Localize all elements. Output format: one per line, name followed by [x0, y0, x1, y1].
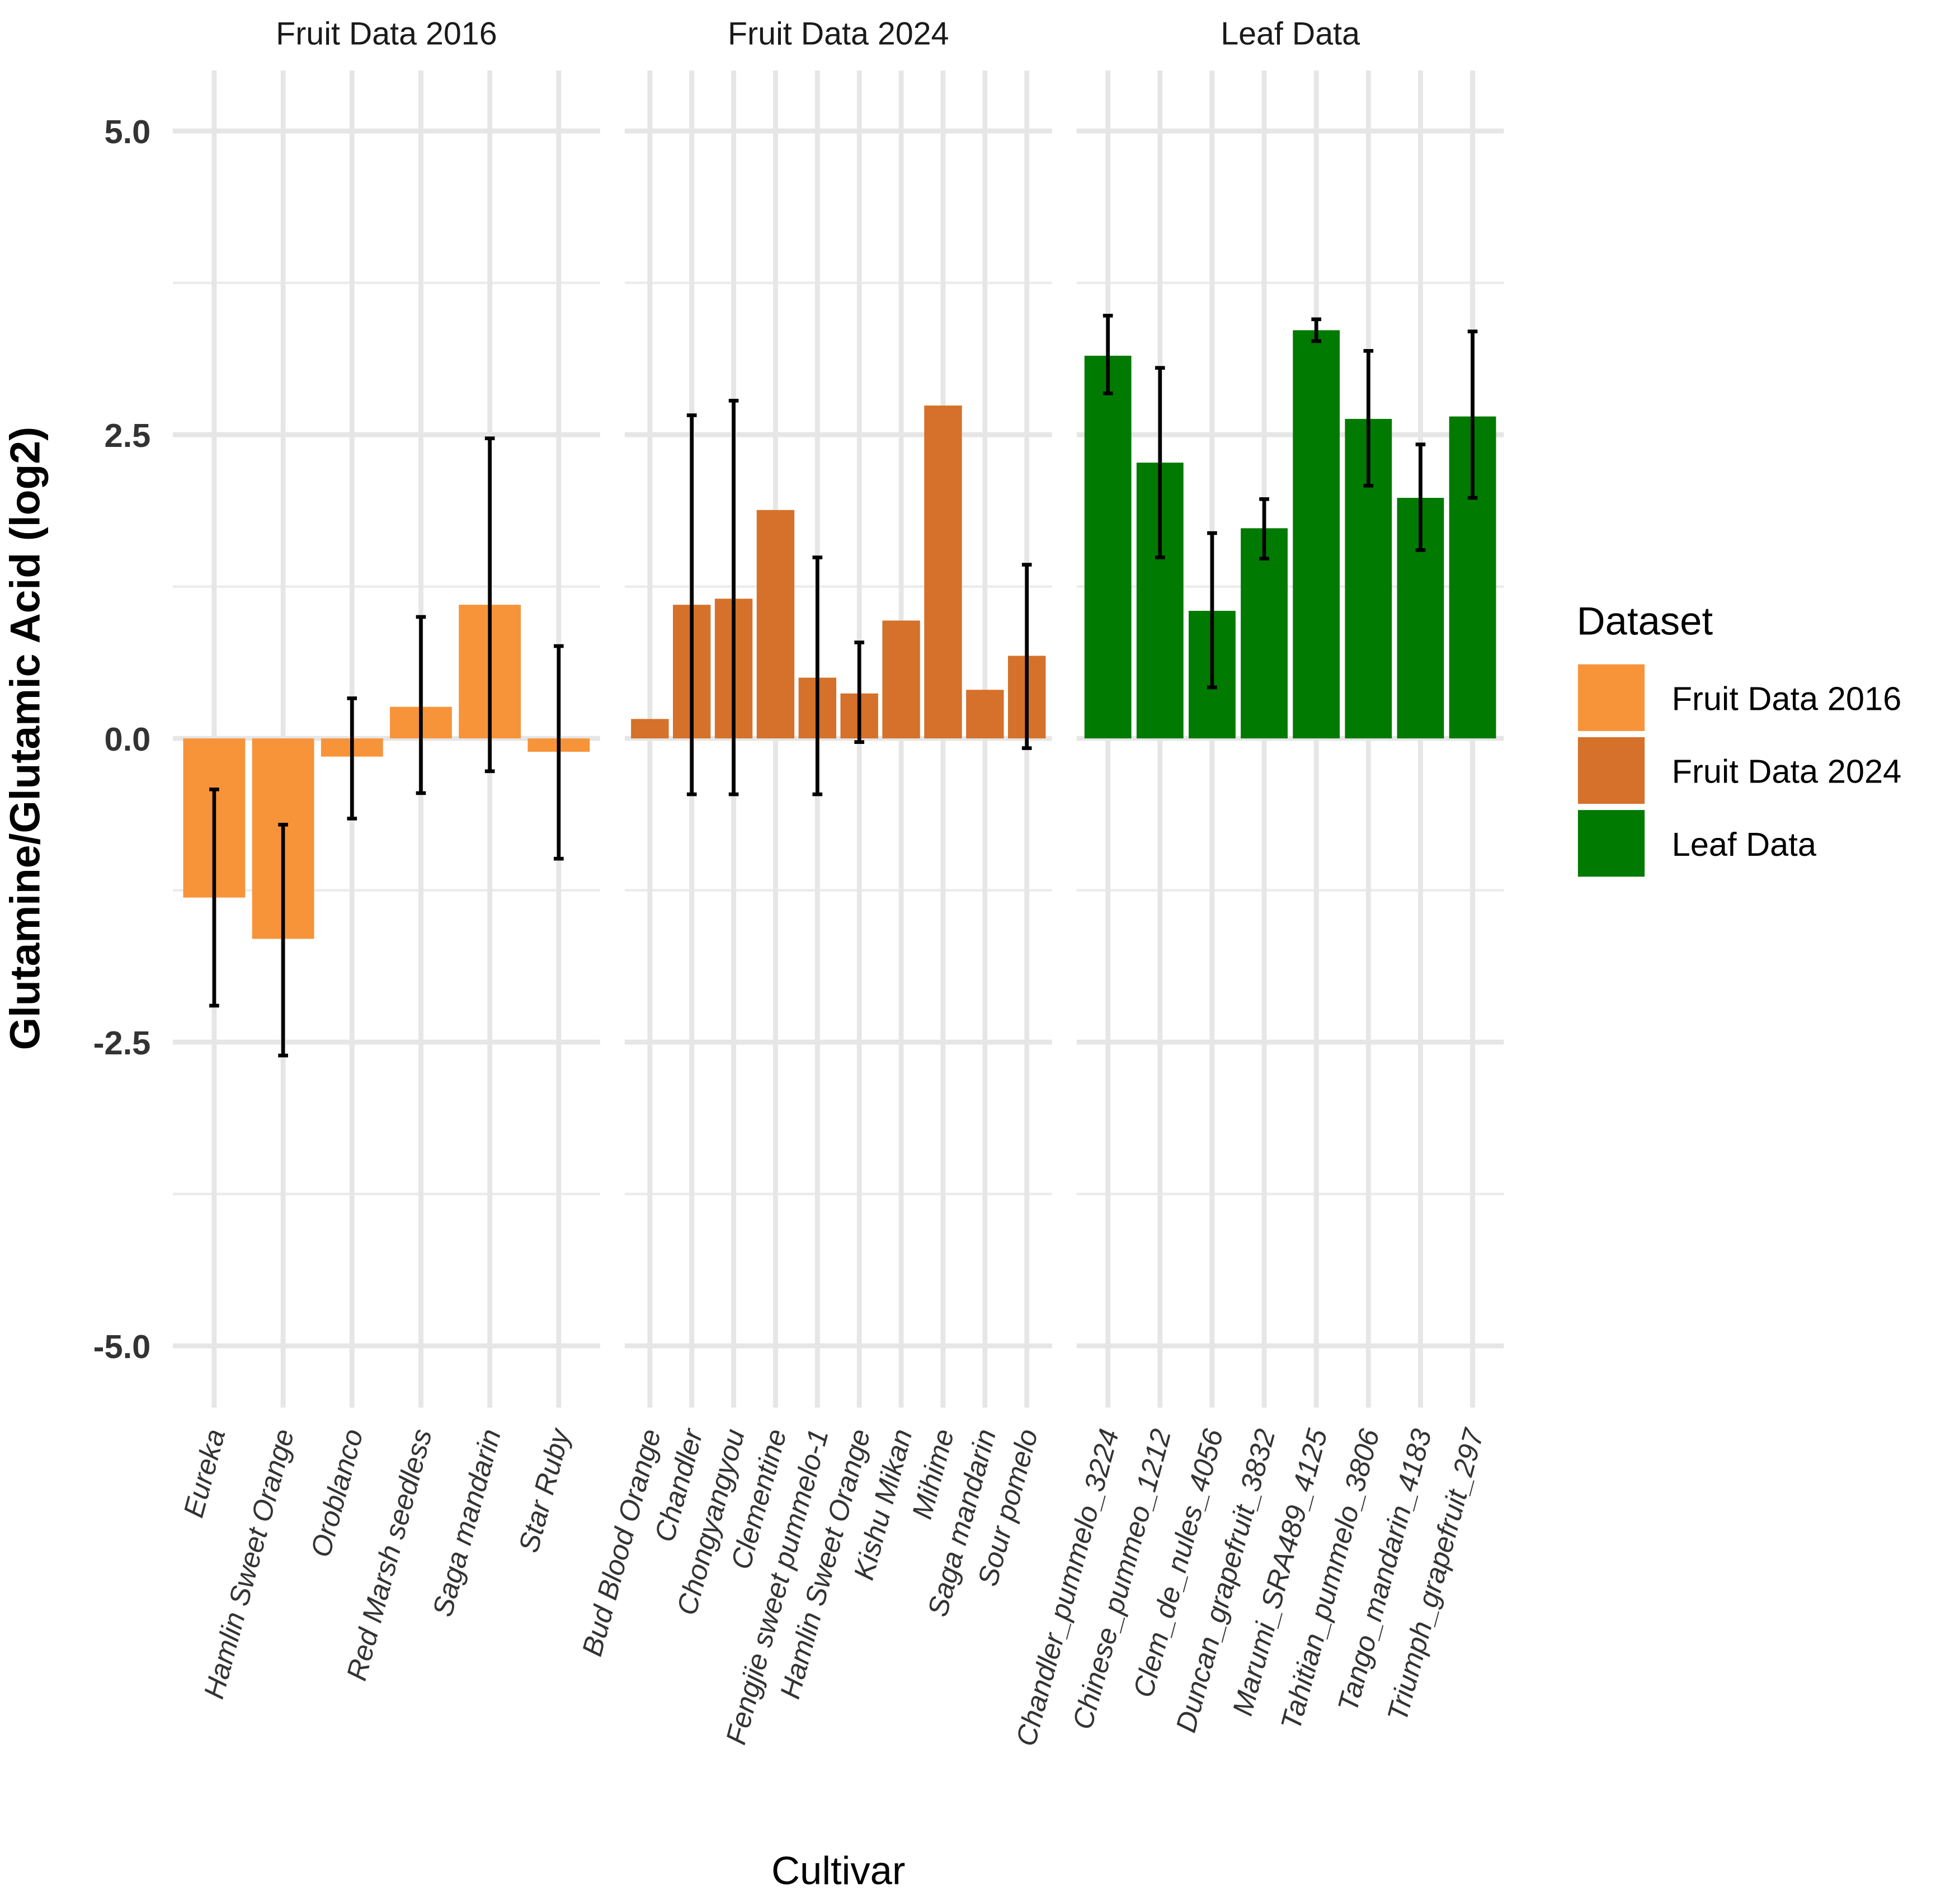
y-tick-label: 5.0	[104, 113, 150, 150]
panel-title: Fruit Data 2024	[728, 16, 949, 52]
bars	[183, 313, 1496, 1058]
x-axis-title: Cultivar	[771, 1848, 905, 1892]
y-tick-label: 0.0	[104, 720, 150, 758]
panel-title: Fruit Data 2016	[276, 16, 497, 52]
x-tick-label: Star Ruby	[512, 1424, 576, 1556]
panel-title: Leaf Data	[1221, 16, 1360, 52]
bar	[924, 406, 962, 739]
y-tick-label: -2.5	[93, 1024, 151, 1062]
legend-label: Fruit Data 2016	[1672, 680, 1902, 717]
y-tick-label: 2.5	[104, 417, 150, 454]
bar	[756, 510, 795, 739]
legend-swatch	[1577, 664, 1645, 731]
x-tick-label: Eureka	[177, 1426, 232, 1521]
y-tick-label: -5.0	[93, 1328, 151, 1365]
x-tick-label: Bud Blood Orange	[576, 1426, 667, 1660]
bar	[882, 620, 920, 739]
bar	[966, 690, 1004, 739]
bar	[1084, 355, 1132, 739]
legend-label: Leaf Data	[1672, 826, 1817, 863]
y-axis-title: Glutamine/Glutamic Acid (log2)	[2, 427, 49, 1050]
legend: Dataset Fruit Data 2016 Fruit Data 2024 Le…	[1577, 599, 1902, 877]
legend-swatch	[1577, 737, 1645, 804]
legend-swatch	[1577, 810, 1645, 877]
x-tick-label: Saga mandarin	[426, 1426, 507, 1620]
bar	[1241, 528, 1288, 739]
legend-label: Fruit Data 2024	[1672, 753, 1902, 790]
legend-title: Dataset	[1577, 599, 1713, 643]
x-tick-label: Oroblanco	[304, 1426, 369, 1561]
bar	[1293, 330, 1340, 739]
y-axis: 5.0 2.5 0.0 -2.5 -5.0	[93, 113, 151, 1365]
bar	[631, 719, 669, 739]
